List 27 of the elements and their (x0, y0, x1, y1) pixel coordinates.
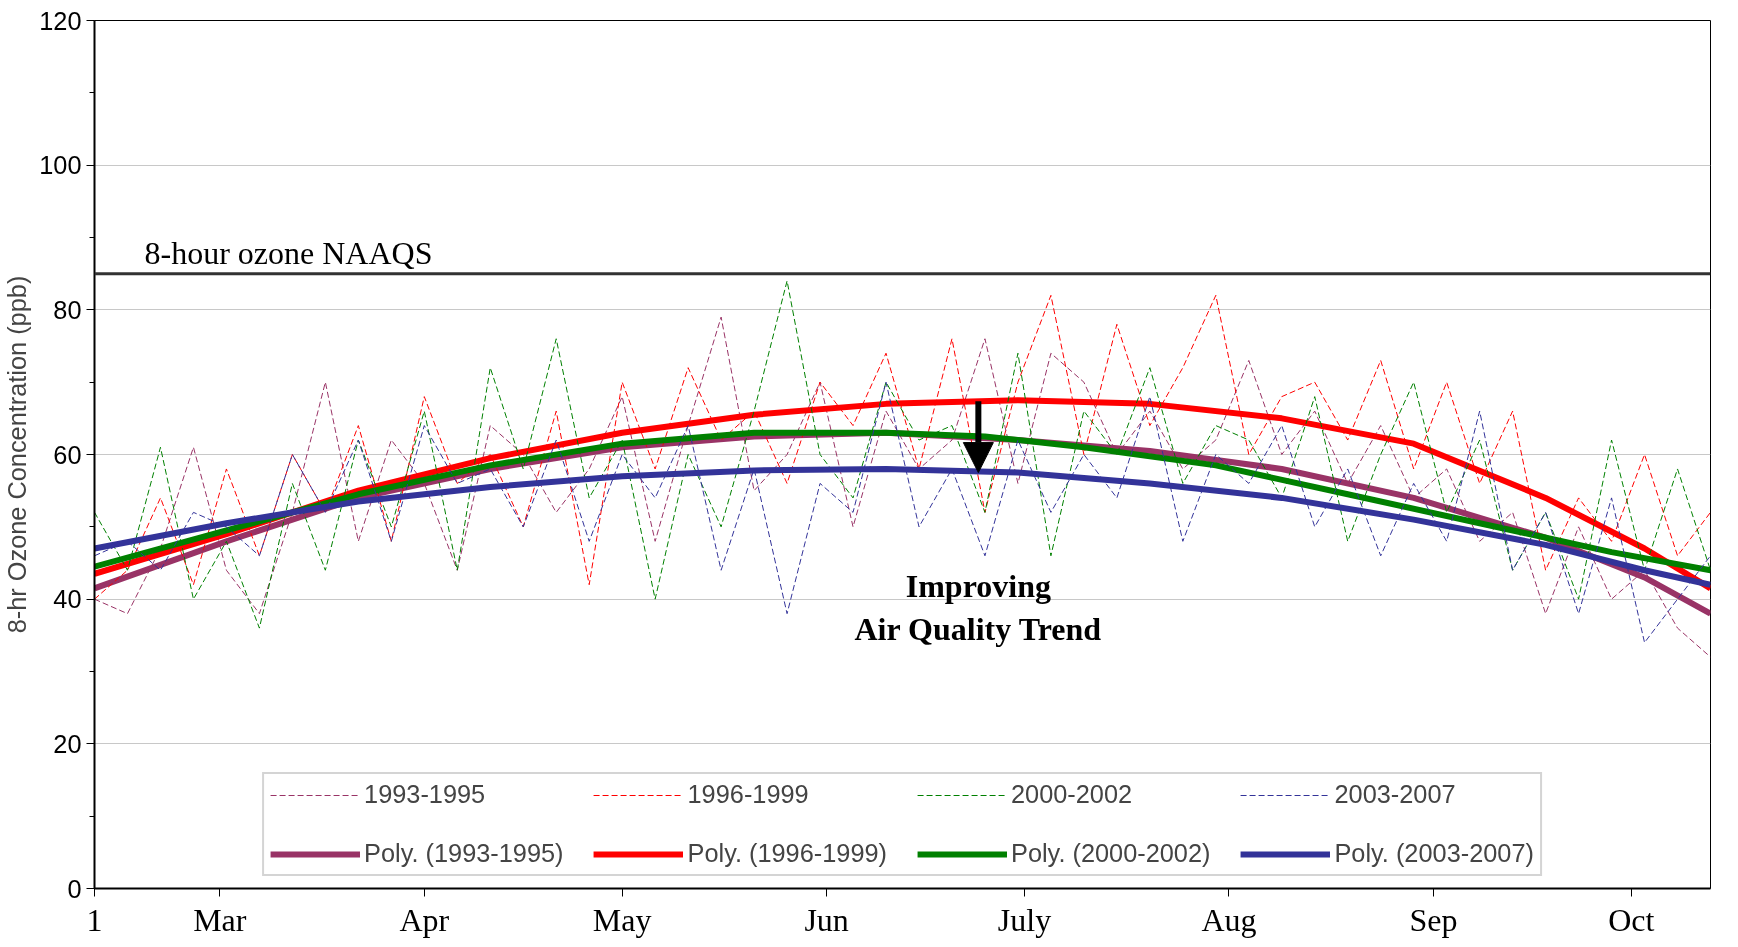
x-tick-label: Mar (193, 901, 247, 938)
y-tick-label: 120 (39, 6, 82, 35)
x-tick-label: 1 (86, 901, 103, 938)
x-tick-label: Apr (399, 901, 450, 938)
y-axis-title: 8-hr Ozone Concentration (ppb) (3, 275, 32, 634)
y-tick-label: 20 (53, 729, 82, 758)
y-tick-label: 100 (39, 151, 82, 180)
x-tick-label: Aug (1201, 901, 1257, 938)
y-tick-label: 60 (53, 440, 82, 469)
legend-label: 1996-1999 (687, 780, 809, 809)
y-tick-label: 0 (67, 874, 82, 903)
legend-label: Poly. (2003-2007) (1334, 839, 1534, 868)
legend-label: 2003-2007 (1334, 780, 1456, 809)
x-tick-label: July (997, 901, 1052, 938)
y-tick-label: 80 (53, 295, 82, 324)
legend-label: Poly. (1993-1995) (364, 839, 564, 868)
legend-label: Poly. (1996-1999) (687, 839, 887, 868)
x-tick-label: Jun (804, 901, 849, 938)
y-tick-label: 40 (53, 585, 82, 614)
x-tick-label: May (592, 901, 652, 938)
legend-label: Poly. (2000-2002) (1011, 839, 1211, 868)
legend-label: 1993-1995 (364, 780, 486, 809)
ref-line-label: 8-hour ozone NAAQS (144, 234, 433, 271)
legend-label: 2000-2002 (1011, 780, 1133, 809)
x-tick-label: Sep (1409, 901, 1458, 938)
annotation: Improving Air Quality Trend (854, 567, 1102, 647)
x-tick-label: Oct (1608, 901, 1655, 938)
